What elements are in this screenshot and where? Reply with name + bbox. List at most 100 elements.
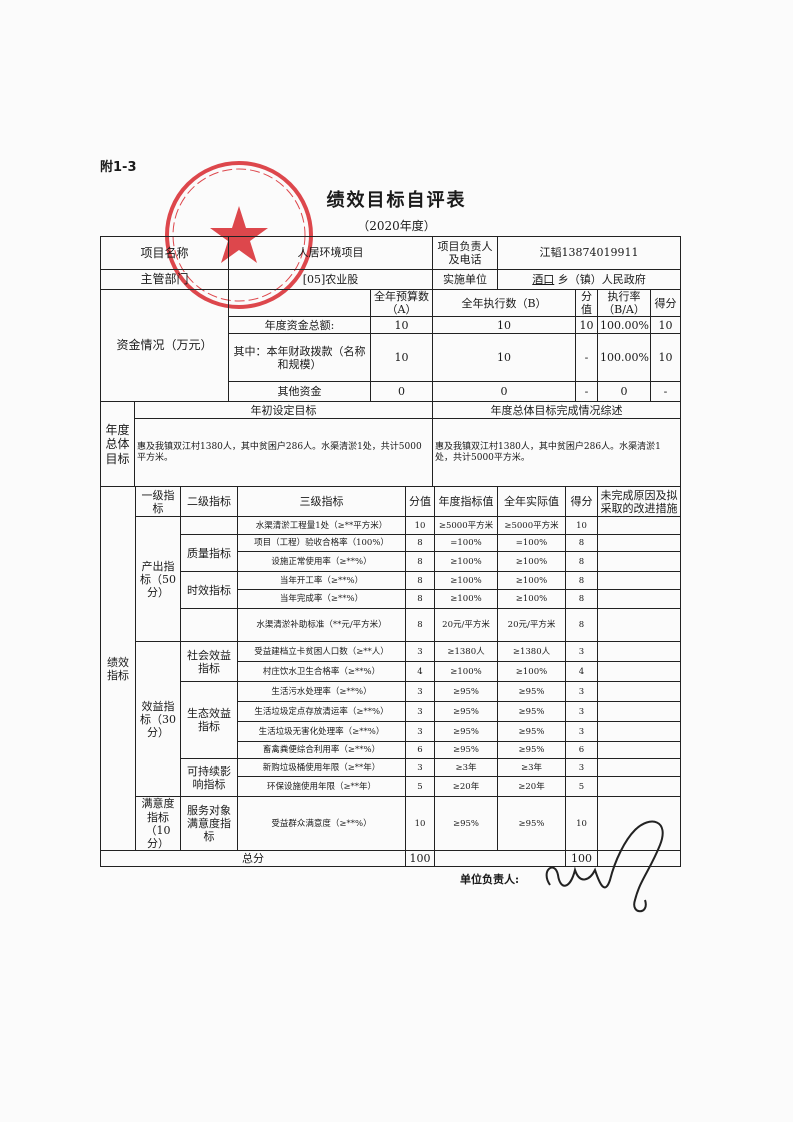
indicator-reason [597, 571, 681, 591]
fund-rate: 100.00% [597, 333, 651, 383]
indicator-reason [597, 741, 681, 760]
indicator-score: 3 [565, 641, 598, 663]
indicator-row: 生态效益指标 生活污水处理率（≥**%） 3 ≥95% ≥95% 3 [101, 681, 681, 760]
indicator-target: ≥100% [434, 589, 498, 610]
indicator-target: ≥1380人 [434, 641, 498, 663]
fund-score-value: - [575, 381, 598, 403]
indicator-target: ≥20年 [434, 776, 498, 798]
indicator-header: 未完成原因及拟采取的改进措施 [597, 486, 681, 518]
indicator-header: 三级指标 [237, 486, 406, 518]
indicators-header-row: 绩效指标 一级指标 二级指标 三级指标 分值 年度指标值 全年实际值 得分 未完成原因及拟采取的… [100, 486, 681, 852]
indicator-score-value: 5 [405, 776, 435, 798]
indicator-reason [597, 551, 681, 573]
indicator-reason [597, 641, 681, 663]
fund-score: 10 [649, 333, 682, 383]
indicator-name: 当年完成率（≥**%） [237, 589, 406, 610]
indicator-actual: ≥100% [497, 571, 566, 591]
indicator-name: 生活垃圾无害化处理率（≥**%） [237, 721, 406, 743]
summary-text: 惠及我镇双江村1380人，其中贫困户286人。水渠清淤1处，共计5000平方米。 [432, 418, 681, 488]
indicator-score: 8 [565, 608, 598, 643]
fund-budget: 0 [370, 381, 433, 403]
indicator-actual: ≥1380人 [497, 641, 566, 663]
handwritten-signature [545, 820, 664, 913]
indicator-score: 6 [565, 741, 598, 760]
indicator-target: ≥100% [434, 551, 498, 573]
indicators-table: 绩效指标 一级指标 二级指标 三级指标 分值 年度指标值 全年实际值 得分 未完成原因及拟采取的… [100, 486, 681, 868]
indicator-score-value: 3 [405, 721, 435, 743]
impl-unit: 酒口 乡（镇）人民政府 [496, 269, 682, 290]
indicator-score-value: 8 [405, 571, 435, 591]
indicator-actual: ≥100% [497, 589, 566, 610]
indicator-reason [597, 661, 681, 683]
indicator-actual: ≥3年 [497, 758, 566, 778]
fund-rate: 0 [597, 381, 651, 403]
indicator-actual: ≥100% [497, 661, 566, 683]
indicator-header: 二级指标 [180, 486, 238, 518]
level1-indicator: 产出指标（50分） [135, 516, 181, 643]
indicator-score-value: 4 [405, 661, 435, 683]
indicator-name: 受益建档立卡贫困人口数（≥**人） [237, 641, 406, 663]
indicator-actual: 20元/平方米 [497, 608, 566, 643]
indicator-row: 环保设施使用年限（≥**年） 5 ≥20年 ≥20年 5 [101, 776, 681, 798]
indicator-score: 3 [565, 701, 598, 723]
fund-name: 年度资金总额: [228, 316, 371, 335]
indicator-row: 满意度指标（10分） 服务对象满意度指标 受益群众满意度（≥**%） 10 ≥95% ≥9… [101, 796, 681, 852]
level2-indicator: 服务对象满意度指标 [180, 796, 238, 852]
level2-indicator [180, 516, 238, 536]
project-name-label: 项目名称 [100, 236, 229, 270]
indicator-reason [597, 796, 681, 852]
indicator-name: 水渠清淤补助标准（**元/平方米） [237, 608, 406, 643]
indicator-header: 年度指标值 [434, 486, 498, 518]
indicator-name: 畜禽粪便综合利用率（≥**%） [237, 741, 406, 760]
attachment-label: 附1-3 [100, 160, 137, 175]
indicator-target: ≥95% [434, 701, 498, 723]
indicator-name: 环保设施使用年限（≥**年） [237, 776, 406, 798]
funds-header-blank [228, 288, 371, 318]
indicator-reason [597, 758, 681, 778]
indicator-target: ≥95% [434, 741, 498, 760]
indicator-name: 生活污水处理率（≥**%） [237, 681, 406, 703]
indicator-name: 水渠清淤工程量1处（≥**平方米） [237, 516, 406, 536]
level1-indicator: 满意度指标（10分） [135, 796, 181, 852]
indicators-label: 绩效指标 [100, 486, 136, 852]
budget-header: 全年预算数（A） [370, 288, 433, 318]
fund-exec: 0 [432, 381, 576, 403]
indicator-name: 当年开工率（≥**%） [237, 571, 406, 591]
indicator-actual: ≥95% [497, 681, 566, 703]
indicator-reason [597, 608, 681, 643]
indicator-target: ≥95% [434, 796, 498, 852]
fund-budget: 10 [370, 316, 433, 335]
indicator-reason [597, 721, 681, 743]
indicator-name: 设施正常使用率（≥**%） [237, 551, 406, 573]
total-label: 总分 [100, 850, 406, 868]
indicator-score-value: 3 [405, 641, 435, 663]
level2-indicator: 生态效益指标 [180, 681, 238, 760]
indicator-score: 8 [565, 534, 598, 553]
indicator-target: ≥100% [434, 661, 498, 683]
indicator-score-value: 8 [405, 551, 435, 573]
indicator-score: 5 [565, 776, 598, 798]
level2-indicator: 社会效益指标 [180, 641, 238, 683]
indicator-name: 村庄饮水卫生合格率（≥**%） [237, 661, 406, 683]
fund-score: 10 [649, 316, 682, 335]
score-header: 得分 [649, 288, 682, 318]
indicator-row: 质量指标 项目（工程）验收合格率（100%） 8 =100% =100% 8 [101, 534, 681, 573]
indicator-name: 新购垃圾桶使用年限（≥**年） [237, 758, 406, 778]
indicator-actual: ≥20年 [497, 776, 566, 798]
form-body: 项目名称 人居环境项目 项目负责人及电话 江韬13874019911 主管部门 … [100, 236, 682, 887]
indicator-score: 10 [565, 516, 598, 536]
indicator-actual: ≥5000平方米 [497, 516, 566, 536]
indicator-target: ≥95% [434, 721, 498, 743]
indicator-score-value: 8 [405, 589, 435, 610]
indicator-header: 一级指标 [135, 486, 181, 518]
level2-indicator: 质量指标 [180, 534, 238, 573]
indicator-target: ≥3年 [434, 758, 498, 778]
indicator-reason [597, 589, 681, 610]
goals-label: 年度总体目标 [100, 401, 135, 488]
indicator-row: 当年完成率（≥**%） 8 ≥100% ≥100% 8 [101, 589, 681, 610]
indicator-score: 8 [565, 589, 598, 610]
fund-score: - [649, 381, 682, 403]
fund-exec: 10 [432, 316, 576, 335]
indicator-score-value: 3 [405, 758, 435, 778]
indicator-score: 3 [565, 681, 598, 703]
